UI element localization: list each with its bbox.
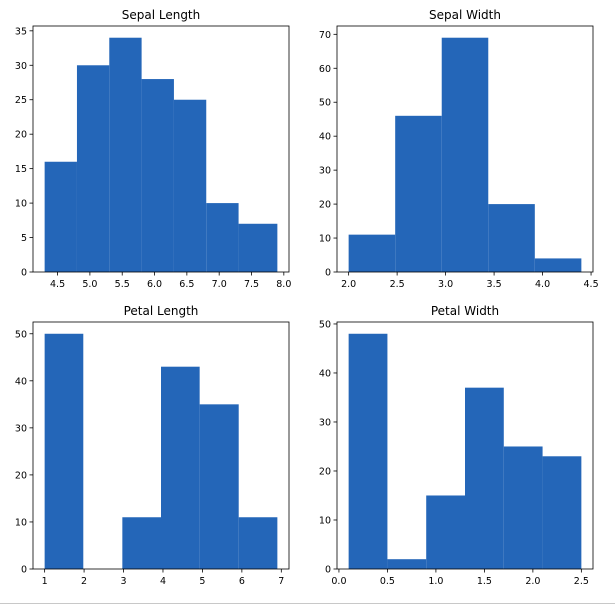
- y-tick-label: 50: [15, 329, 27, 340]
- axes-frame: [32, 321, 290, 570]
- y-tick-label: 20: [319, 466, 331, 477]
- histogram-bar: [76, 65, 110, 272]
- histogram-bar: [238, 517, 278, 569]
- histogram-bar: [395, 115, 442, 272]
- y-tick-label: 0: [21, 268, 27, 279]
- histogram-bar: [44, 161, 77, 272]
- x-tick-label: 1.0: [428, 576, 443, 587]
- x-tick-label: 7: [278, 576, 284, 587]
- x-tick-label: 3.0: [438, 279, 453, 290]
- histogram-bar: [348, 234, 396, 272]
- histogram-bar: [542, 456, 582, 569]
- chart-title: Petal Length: [124, 304, 199, 318]
- histogram-bar: [199, 404, 239, 569]
- axes-frame: [32, 25, 290, 273]
- y-tick-label: 35: [15, 26, 27, 37]
- chart-title: Petal Width: [431, 304, 499, 318]
- histogram-bar: [503, 446, 543, 569]
- histogram-bar: [206, 203, 239, 272]
- histogram-bar: [238, 223, 278, 272]
- y-tick-label: 10: [15, 199, 27, 210]
- y-tick-label: 30: [319, 166, 331, 177]
- x-tick-label: 5: [199, 576, 205, 587]
- x-tick-label: 4.5: [584, 279, 599, 290]
- y-tick-label: 70: [319, 30, 331, 41]
- y-tick-label: 30: [15, 61, 27, 72]
- axes-frame: [336, 25, 594, 273]
- x-tick-label: 7.5: [244, 279, 259, 290]
- x-tick-label: 5.5: [115, 279, 130, 290]
- x-tick-label: 6.5: [179, 279, 194, 290]
- y-tick-label: 15: [15, 164, 27, 175]
- histogram-bar: [348, 333, 388, 569]
- histogram-bar: [441, 37, 489, 272]
- y-tick-label: 60: [319, 64, 331, 75]
- y-tick-label: 50: [319, 319, 331, 330]
- histogram-bar: [109, 37, 142, 272]
- x-tick-label: 3.5: [487, 279, 502, 290]
- y-tick-label: 20: [15, 130, 27, 141]
- y-tick-label: 40: [15, 376, 27, 387]
- x-tick-label: 4: [160, 576, 166, 587]
- y-tick-label: 0: [325, 268, 331, 279]
- y-tick-label: 20: [15, 470, 27, 481]
- y-tick-label: 0: [21, 565, 27, 576]
- x-tick-label: 1.5: [477, 576, 492, 587]
- x-tick-label: 4.5: [50, 279, 65, 290]
- y-tick-label: 40: [319, 132, 331, 143]
- histogram-bar: [44, 333, 84, 569]
- y-tick-label: 30: [319, 417, 331, 428]
- x-tick-label: 1: [42, 576, 48, 587]
- chart-title: Sepal Width: [429, 8, 501, 22]
- x-tick-label: 7.0: [212, 279, 227, 290]
- x-tick-label: 2.0: [525, 576, 540, 587]
- histogram-bar: [141, 79, 174, 272]
- histogram-panel-4: 0.0 0.5 1.0 1.5 2.0 2.5 0 10 20 30 40 50 Petal Width: [319, 304, 594, 587]
- histogram-bar: [122, 517, 161, 569]
- histogram-bar: [161, 366, 200, 569]
- x-tick-label: 0.0: [331, 576, 346, 587]
- x-tick-label: 2.5: [390, 279, 405, 290]
- x-tick-label: 6.0: [147, 279, 162, 290]
- y-tick-label: 10: [319, 234, 331, 245]
- histogram-bar: [426, 495, 465, 569]
- y-tick-label: 40: [319, 368, 331, 379]
- x-tick-label: 6: [239, 576, 245, 587]
- x-tick-label: 3: [121, 576, 127, 587]
- x-tick-label: 4.0: [535, 279, 550, 290]
- chart-title: Sepal Length: [122, 8, 201, 22]
- x-tick-label: 0.5: [380, 576, 395, 587]
- y-tick-label: 5: [21, 233, 27, 244]
- x-tick-label: 2.5: [574, 576, 589, 587]
- y-tick-label: 10: [319, 515, 331, 526]
- histogram-bar: [465, 387, 504, 569]
- y-tick-label: 50: [319, 98, 331, 109]
- histogram-bar: [488, 204, 535, 272]
- histogram-bar: [534, 258, 582, 272]
- histogram-panel-2: 2.0 2.5 3.0 3.5 4.0 4.5 0 10 20 30 40 50 60 70 Sepal W…: [319, 8, 599, 290]
- histogram-bar: [387, 559, 427, 569]
- axes-frame: [336, 321, 594, 570]
- y-tick-label: 25: [15, 95, 27, 106]
- histogram-bar: [173, 99, 207, 272]
- x-tick-label: 2: [81, 576, 87, 587]
- x-tick-label: 2.0: [341, 279, 356, 290]
- y-tick-label: 30: [15, 423, 27, 434]
- histogram-panel-3: 1 2 3 4 5 6 7 0 10 20 30 40 50 Petal Length: [15, 304, 290, 587]
- y-tick-label: 10: [15, 517, 27, 528]
- histogram-panel-1: 4.5 5.0 5.5 6.0 6.5 7.0 7.5 8.0 0 5 10 15 20 25 30 35 Se…: [15, 8, 291, 290]
- x-tick-label: 5.0: [82, 279, 97, 290]
- y-tick-label: 0: [325, 565, 331, 576]
- x-tick-label: 8.0: [276, 279, 291, 290]
- y-tick-label: 20: [319, 200, 331, 211]
